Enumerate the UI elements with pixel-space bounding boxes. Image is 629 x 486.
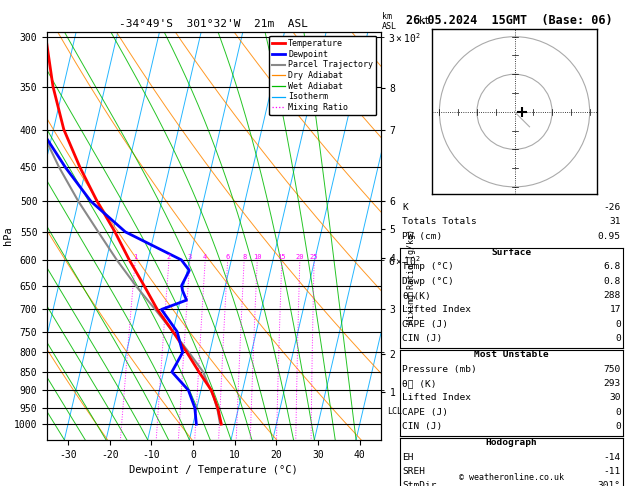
Text: 0.8: 0.8 <box>604 277 621 286</box>
Text: K: K <box>402 203 408 212</box>
Text: 20: 20 <box>296 254 304 260</box>
Text: kt: kt <box>419 16 430 26</box>
Text: LCL: LCL <box>387 406 402 416</box>
Text: km
ASL: km ASL <box>382 12 397 31</box>
Title: -34°49'S  301°32'W  21m  ASL: -34°49'S 301°32'W 21m ASL <box>120 19 308 30</box>
Text: 30: 30 <box>610 393 621 402</box>
Text: CIN (J): CIN (J) <box>402 422 442 431</box>
Text: StmDir: StmDir <box>402 481 437 486</box>
Text: Lifted Index: Lifted Index <box>402 393 471 402</box>
Text: 6: 6 <box>226 254 230 260</box>
Text: 2: 2 <box>167 254 171 260</box>
Text: EH: EH <box>402 452 413 462</box>
Text: 0: 0 <box>615 320 621 329</box>
Text: PW (cm): PW (cm) <box>402 232 442 241</box>
Text: 4: 4 <box>203 254 208 260</box>
Text: 15: 15 <box>277 254 286 260</box>
Text: 8: 8 <box>242 254 247 260</box>
Text: Dewp (°C): Dewp (°C) <box>402 277 454 286</box>
Text: 31: 31 <box>610 218 621 226</box>
Text: 25: 25 <box>310 254 318 260</box>
Text: 3: 3 <box>188 254 192 260</box>
Text: 26.05.2024  15GMT  (Base: 06): 26.05.2024 15GMT (Base: 06) <box>406 14 613 27</box>
Text: 17: 17 <box>610 305 621 314</box>
Text: 288: 288 <box>604 291 621 300</box>
Text: SREH: SREH <box>402 467 425 476</box>
X-axis label: Dewpoint / Temperature (°C): Dewpoint / Temperature (°C) <box>130 465 298 475</box>
Text: © weatheronline.co.uk: © weatheronline.co.uk <box>459 473 564 482</box>
Text: -11: -11 <box>604 467 621 476</box>
Legend: Temperature, Dewpoint, Parcel Trajectory, Dry Adiabat, Wet Adiabat, Isotherm, Mi: Temperature, Dewpoint, Parcel Trajectory… <box>269 36 376 115</box>
Text: 0: 0 <box>615 334 621 343</box>
Text: Most Unstable: Most Unstable <box>474 350 548 360</box>
Text: 1: 1 <box>133 254 137 260</box>
Text: 301°: 301° <box>598 481 621 486</box>
Text: θᴇ(K): θᴇ(K) <box>402 291 431 300</box>
Y-axis label: hPa: hPa <box>3 226 13 245</box>
Text: θᴇ (K): θᴇ (K) <box>402 379 437 388</box>
Text: CIN (J): CIN (J) <box>402 334 442 343</box>
Text: -14: -14 <box>604 452 621 462</box>
Text: Lifted Index: Lifted Index <box>402 305 471 314</box>
Text: 6.8: 6.8 <box>604 262 621 272</box>
Text: 0: 0 <box>615 422 621 431</box>
Text: Totals Totals: Totals Totals <box>402 218 477 226</box>
Text: Hodograph: Hodograph <box>486 438 537 448</box>
Text: 0: 0 <box>615 408 621 417</box>
Text: Pressure (mb): Pressure (mb) <box>402 364 477 374</box>
Text: 10: 10 <box>253 254 262 260</box>
Text: Mixing Ratio (g/kg): Mixing Ratio (g/kg) <box>407 229 416 324</box>
Text: -26: -26 <box>604 203 621 212</box>
Text: Surface: Surface <box>491 248 532 257</box>
Text: 750: 750 <box>604 364 621 374</box>
Text: 0.95: 0.95 <box>598 232 621 241</box>
Text: CAPE (J): CAPE (J) <box>402 320 448 329</box>
Text: 293: 293 <box>604 379 621 388</box>
Text: Temp (°C): Temp (°C) <box>402 262 454 272</box>
Text: CAPE (J): CAPE (J) <box>402 408 448 417</box>
